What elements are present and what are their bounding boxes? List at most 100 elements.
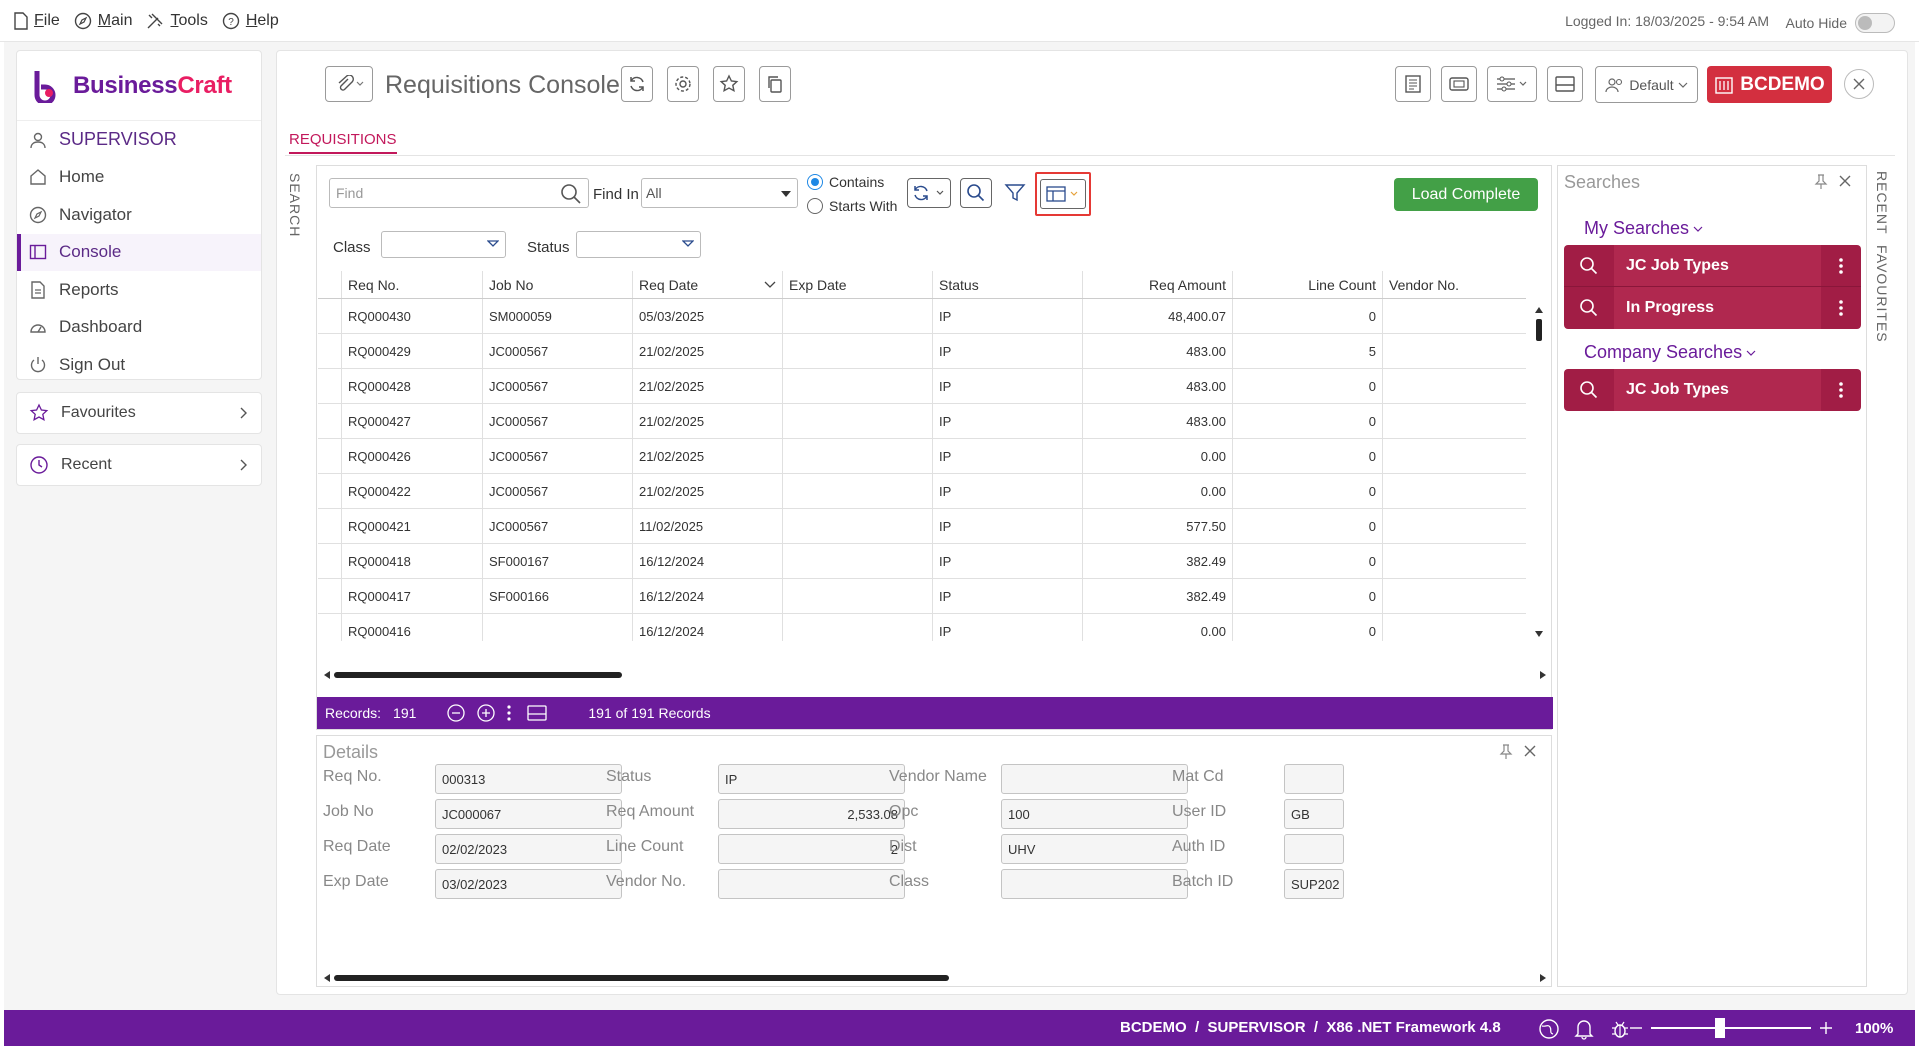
auto-hide-toggle[interactable] [1855,13,1895,33]
table-cell[interactable]: 577.50 [1083,509,1233,543]
notes-button[interactable] [1395,66,1431,102]
saved-search-name[interactable]: JC Job Types [1614,369,1821,411]
table-cell[interactable] [783,509,933,543]
search-icon[interactable] [1564,298,1614,318]
auto-hide[interactable]: Auto Hide [1786,13,1895,33]
table-cell[interactable] [1383,544,1526,578]
table-row[interactable]: RQ000428 JC000567 21/02/2025 IP 483.00 0 [318,369,1526,404]
table-cell[interactable]: IP [933,439,1083,473]
table-cell[interactable]: 0 [1233,579,1383,613]
table-row[interactable]: RQ000418 SF000167 16/12/2024 IP 382.49 0 [318,544,1526,579]
table-cell[interactable]: 21/02/2025 [633,439,783,473]
table-row[interactable]: RQ000416 16/12/2024 IP 0.00 0 [318,614,1526,641]
table-cell[interactable] [1383,474,1526,508]
detail-field[interactable]: UHV [1001,834,1188,864]
search-button[interactable] [960,178,992,208]
default-profile-button[interactable]: Default [1595,66,1698,103]
more-vertical-icon[interactable] [1821,256,1861,276]
table-cell[interactable]: 0.00 [1083,614,1233,641]
filter-button[interactable] [1000,178,1030,208]
table-cell[interactable]: 11/02/2025 [633,509,783,543]
table-cell[interactable]: RQ000426 [342,439,483,473]
detail-field[interactable]: IP [718,764,905,794]
table-cell[interactable] [1383,579,1526,613]
class-filter-select[interactable] [381,231,506,258]
company-searches-header[interactable]: Company Searches [1584,342,1756,363]
row-selector[interactable] [318,579,342,613]
table-row[interactable]: RQ000417 SF000166 16/12/2024 IP 382.49 0 [318,579,1526,614]
table-cell[interactable]: 0 [1233,369,1383,403]
table-cell[interactable]: IP [933,544,1083,578]
favourite-button[interactable] [713,66,745,102]
table-cell[interactable]: SF000167 [483,544,633,578]
saved-search-item[interactable]: JC Job Types [1564,369,1861,411]
table-cell[interactable] [783,334,933,368]
table-cell[interactable]: 21/02/2025 [633,369,783,403]
table-cell[interactable]: IP [933,509,1083,543]
collapse-all-icon[interactable] [446,703,466,723]
settings-button[interactable] [667,66,699,102]
saved-search-name[interactable]: JC Job Types [1614,245,1821,286]
table-cell[interactable]: IP [933,404,1083,438]
table-cell[interactable] [783,579,933,613]
panel-toggle-icon[interactable] [526,704,548,722]
table-cell[interactable]: RQ000417 [342,579,483,613]
zoom-in-icon[interactable] [1819,1021,1833,1035]
bug-icon[interactable] [1610,1018,1630,1040]
table-cell[interactable]: 483.00 [1083,404,1233,438]
pin-icon[interactable] [1499,744,1513,760]
more-vertical-icon[interactable] [506,703,512,723]
table-cell[interactable]: 483.00 [1083,334,1233,368]
table-cell[interactable] [483,614,633,641]
copy-button[interactable] [759,66,791,102]
table-cell[interactable]: RQ000429 [342,334,483,368]
detail-field[interactable]: JC000067 [435,799,622,829]
load-complete-button[interactable]: Load Complete [1394,178,1538,211]
status-filter-select[interactable] [576,231,701,258]
attach-button[interactable] [325,66,373,102]
table-row[interactable]: RQ000426 JC000567 21/02/2025 IP 0.00 0 [318,439,1526,474]
ticket-button[interactable] [1441,66,1477,102]
contains-radio[interactable]: Contains [807,174,884,190]
refresh-dropdown-button[interactable] [907,178,951,208]
sidebar-item-home[interactable]: Home [17,159,261,197]
detail-field[interactable]: 100 [1001,799,1188,829]
close-console-button[interactable] [1844,69,1874,99]
side-tab-favourites[interactable]: FAVOURITES [1874,245,1890,343]
table-cell[interactable]: 0 [1233,404,1383,438]
table-cell[interactable]: 0.00 [1083,474,1233,508]
table-cell[interactable]: SM000059 [483,299,633,333]
detail-field[interactable] [1284,834,1344,864]
table-cell[interactable]: JC000567 [483,369,633,403]
table-row[interactable]: RQ000422 JC000567 21/02/2025 IP 0.00 0 [318,474,1526,509]
table-cell[interactable] [1383,614,1526,641]
table-cell[interactable]: IP [933,579,1083,613]
saved-search-name[interactable]: In Progress [1614,287,1821,329]
table-cell[interactable]: JC000567 [483,404,633,438]
radio-selected[interactable] [807,174,823,190]
table-cell[interactable]: IP [933,334,1083,368]
pin-icon[interactable] [1814,174,1828,190]
col-req-no[interactable]: Req No. [342,271,483,298]
menu-help[interactable]: ? Help [222,12,279,30]
detail-field[interactable]: 02/02/2023 [435,834,622,864]
sort-desc-icon[interactable] [764,281,776,289]
table-cell[interactable] [1383,299,1526,333]
table-cell[interactable]: 0 [1233,614,1383,641]
table-cell[interactable]: 5 [1233,334,1383,368]
detail-field[interactable]: 03/02/2023 [435,869,622,899]
side-tab-recent[interactable]: RECENT [1874,171,1890,235]
table-cell[interactable]: 16/12/2024 [633,579,783,613]
table-cell[interactable]: 21/02/2025 [633,334,783,368]
horizontal-scrollbar[interactable] [318,666,1552,684]
row-selector[interactable] [318,474,342,508]
row-selector[interactable] [318,509,342,543]
table-cell[interactable]: 16/12/2024 [633,544,783,578]
expand-all-icon[interactable] [476,703,496,723]
close-icon[interactable] [1523,744,1537,758]
row-selector[interactable] [318,544,342,578]
table-cell[interactable] [1383,439,1526,473]
row-selector[interactable] [318,439,342,473]
table-cell[interactable]: 48,400.07 [1083,299,1233,333]
sidebar-item-sign-out[interactable]: Sign Out [17,346,261,384]
